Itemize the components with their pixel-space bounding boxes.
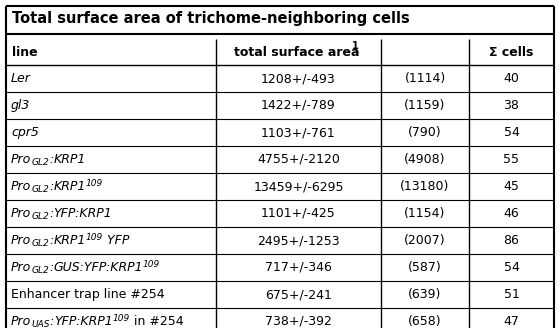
Text: 1103+/-761: 1103+/-761 bbox=[261, 126, 336, 139]
Text: (1154): (1154) bbox=[404, 207, 446, 220]
Text: :: : bbox=[49, 234, 53, 247]
Text: gl3: gl3 bbox=[11, 99, 30, 112]
Text: 54: 54 bbox=[503, 261, 520, 274]
Text: 86: 86 bbox=[503, 234, 520, 247]
Text: GL2: GL2 bbox=[31, 185, 49, 194]
Text: :: : bbox=[49, 261, 53, 274]
Text: (790): (790) bbox=[408, 126, 442, 139]
Text: (13180): (13180) bbox=[400, 180, 450, 193]
Text: Pro: Pro bbox=[11, 207, 31, 220]
Text: cpr5: cpr5 bbox=[11, 126, 39, 139]
Text: line: line bbox=[12, 46, 38, 58]
Text: total surface area: total surface area bbox=[234, 46, 363, 58]
Text: 109: 109 bbox=[86, 233, 103, 242]
Text: Pro: Pro bbox=[11, 315, 31, 328]
Text: KRP1: KRP1 bbox=[53, 234, 86, 247]
Text: 46: 46 bbox=[503, 207, 519, 220]
Text: YFP: YFP bbox=[103, 234, 129, 247]
Text: (587): (587) bbox=[408, 261, 442, 274]
Text: 4755+/-2120: 4755+/-2120 bbox=[257, 153, 340, 166]
Text: 38: 38 bbox=[503, 99, 520, 112]
Text: GL2: GL2 bbox=[31, 158, 49, 167]
Text: YFP:KRP1: YFP:KRP1 bbox=[54, 315, 113, 328]
Text: Enhancer trap line #254: Enhancer trap line #254 bbox=[11, 288, 165, 301]
Text: 1422+/-789: 1422+/-789 bbox=[261, 99, 336, 112]
Text: (1159): (1159) bbox=[404, 99, 446, 112]
Text: Ler: Ler bbox=[11, 72, 31, 85]
Text: :: : bbox=[50, 315, 54, 328]
Text: 13459+/-6295: 13459+/-6295 bbox=[253, 180, 344, 193]
Text: YFP:KRP1: YFP:KRP1 bbox=[53, 207, 112, 220]
Text: GL2: GL2 bbox=[31, 212, 49, 221]
Text: 54: 54 bbox=[503, 126, 520, 139]
Text: 2495+/-1253: 2495+/-1253 bbox=[257, 234, 340, 247]
Text: 1: 1 bbox=[352, 41, 358, 51]
Text: KRP1: KRP1 bbox=[53, 153, 86, 166]
Text: in #254: in #254 bbox=[130, 315, 184, 328]
Text: 109: 109 bbox=[86, 179, 103, 188]
Text: (639): (639) bbox=[408, 288, 442, 301]
Text: 40: 40 bbox=[503, 72, 520, 85]
Text: (2007): (2007) bbox=[404, 234, 446, 247]
Text: 55: 55 bbox=[503, 153, 520, 166]
Text: GL2: GL2 bbox=[31, 266, 49, 275]
Text: Total surface area of trichome-neighboring cells: Total surface area of trichome-neighbori… bbox=[12, 11, 410, 27]
Text: 717+/-346: 717+/-346 bbox=[265, 261, 332, 274]
Text: Σ cells: Σ cells bbox=[489, 46, 534, 58]
Text: GL2: GL2 bbox=[31, 239, 49, 248]
Text: UAS: UAS bbox=[31, 320, 50, 328]
Text: 1208+/-493: 1208+/-493 bbox=[261, 72, 336, 85]
Text: :: : bbox=[49, 180, 53, 193]
Text: 675+/-241: 675+/-241 bbox=[265, 288, 332, 301]
Text: 109: 109 bbox=[113, 314, 130, 323]
Text: :: : bbox=[49, 153, 53, 166]
Text: 1101+/-425: 1101+/-425 bbox=[261, 207, 336, 220]
Text: Pro: Pro bbox=[11, 153, 31, 166]
Text: 738+/-392: 738+/-392 bbox=[265, 315, 332, 328]
Text: (1114): (1114) bbox=[404, 72, 446, 85]
Text: Pro: Pro bbox=[11, 234, 31, 247]
Text: (4908): (4908) bbox=[404, 153, 446, 166]
Text: 45: 45 bbox=[503, 180, 520, 193]
Text: 51: 51 bbox=[503, 288, 520, 301]
Text: KRP1: KRP1 bbox=[53, 180, 86, 193]
Text: Pro: Pro bbox=[11, 180, 31, 193]
Text: 47: 47 bbox=[503, 315, 520, 328]
Text: :: : bbox=[49, 207, 53, 220]
Text: GUS:YFP:KRP1: GUS:YFP:KRP1 bbox=[53, 261, 143, 274]
Text: (658): (658) bbox=[408, 315, 442, 328]
Text: Pro: Pro bbox=[11, 261, 31, 274]
Text: 109: 109 bbox=[143, 260, 160, 269]
